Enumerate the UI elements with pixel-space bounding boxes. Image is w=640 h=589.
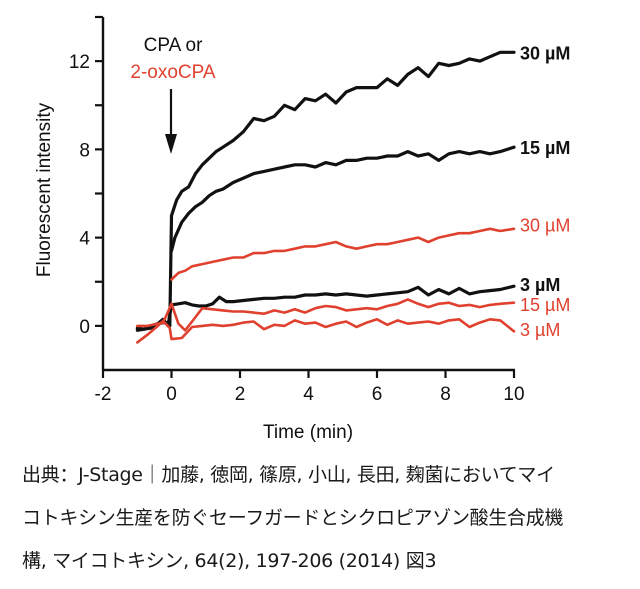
series-line-cpa-15-m — [169, 145, 516, 253]
x-tick-label: 8 — [440, 384, 451, 405]
y-tick-label: 0 — [79, 317, 90, 338]
series-label: 30 µM — [520, 215, 570, 235]
y-tick-label: 4 — [79, 229, 90, 250]
y-axis-label: Fluorescent intensity — [34, 102, 55, 277]
series-line-2-oxocpa-15-m — [136, 298, 516, 344]
x-axis-label: Time (min) — [263, 422, 353, 443]
series-label: 3 µM — [520, 320, 560, 340]
series-line-cpa-3-m — [135, 284, 516, 332]
series-line-2-oxocpa-3-m — [136, 317, 516, 341]
series-label: 3 µM — [520, 275, 560, 295]
x-tick-label: -2 — [95, 384, 112, 405]
x-tick-label: 0 — [166, 384, 177, 405]
x-tick-label: 2 — [235, 384, 246, 405]
caption-line-3: 構, マイコトキシン, 64(2), 197-206 (2014) 図3 — [22, 550, 437, 572]
series-line-2-oxocpa-30-m — [170, 227, 516, 281]
x-tick-label: 6 — [372, 384, 383, 405]
y-tick-label: 12 — [69, 52, 90, 73]
series-layer — [135, 50, 516, 344]
series-label: 15 µM — [520, 295, 570, 315]
axes: -2 0 2 4 6 8 10 0 4 8 12 — [69, 15, 525, 405]
series-label: 15 µM — [520, 138, 570, 158]
source-caption: 出典：J-Stage｜加藤, 徳岡, 篠原, 小山, 長田, 麹菌においてマイ … — [22, 454, 622, 583]
series-label: 30 µM — [520, 43, 570, 63]
x-tick-label: 10 — [503, 384, 524, 405]
caption-line-1: 出典：J-Stage｜加藤, 徳岡, 篠原, 小山, 長田, 麹菌においてマイ — [22, 464, 555, 486]
caption-line-2: コトキシン生産を防ぐセーフガードとシクロピアゾン酸生合成機 — [22, 507, 564, 529]
x-tick-label: 4 — [303, 384, 314, 405]
series-line-cpa-30-m — [135, 50, 516, 331]
annotation-cpa: CPA or — [144, 35, 203, 56]
y-tick-label: 8 — [79, 140, 90, 161]
arrow-down-icon — [165, 89, 177, 154]
annotation-2-oxocpa: 2-oxoCPA — [130, 62, 216, 83]
